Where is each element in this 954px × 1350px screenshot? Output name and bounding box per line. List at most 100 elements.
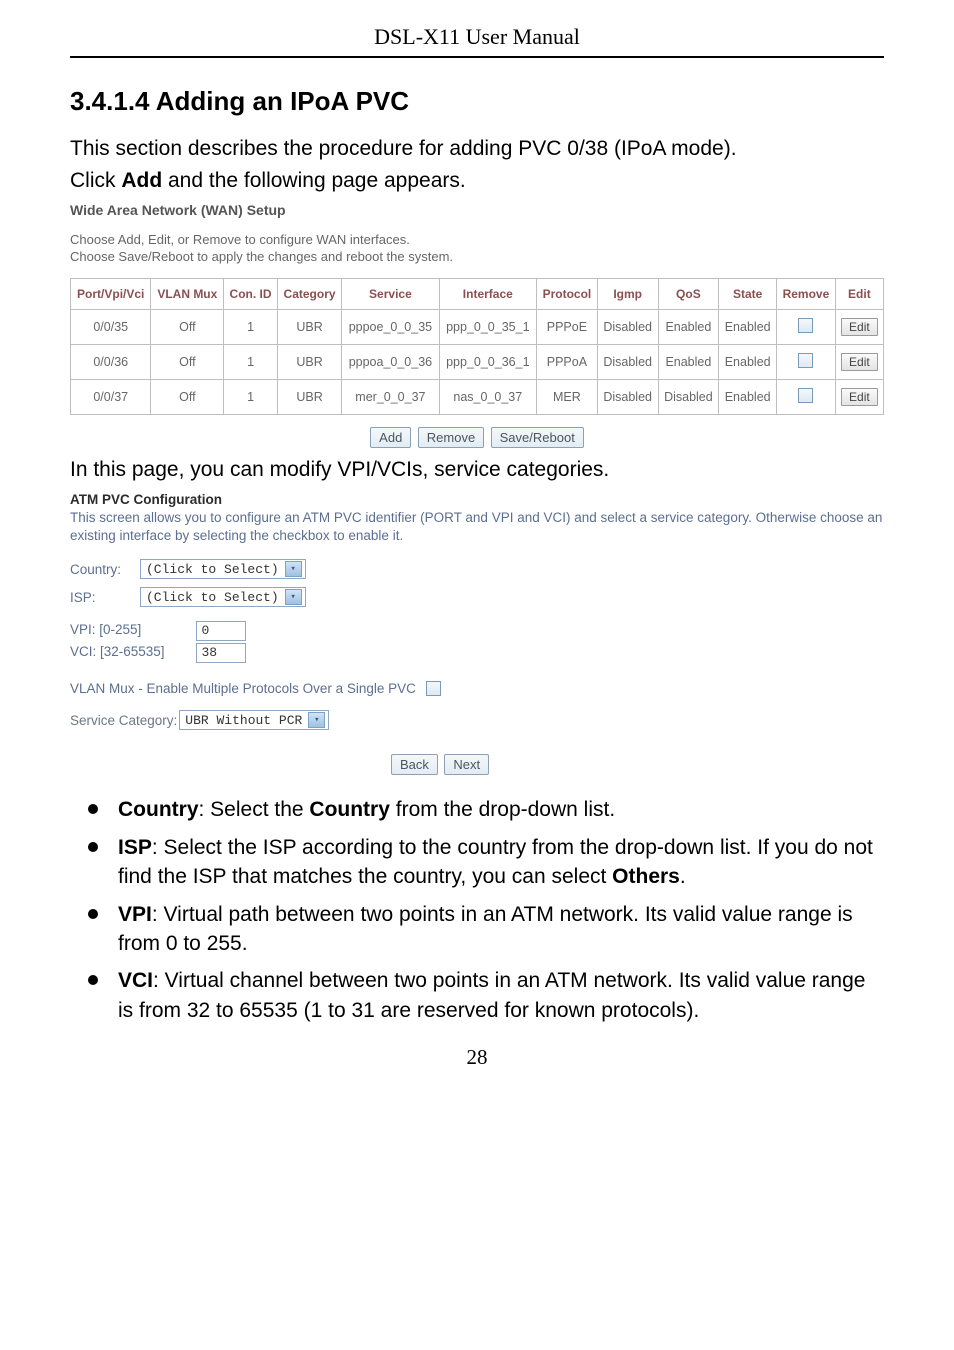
next-button[interactable]: Next <box>444 754 489 775</box>
remove-cell <box>777 379 836 414</box>
bullet-isp-b: ISP <box>118 836 152 859</box>
bullet-isp-b2: Others <box>612 865 680 888</box>
table-cell: Enabled <box>719 309 777 344</box>
vci-label: VCI: [32-65535] <box>70 644 188 659</box>
table-cell: UBR <box>277 309 341 344</box>
bullet-country-b2: Country <box>309 798 390 821</box>
table-cell: 1 <box>224 309 278 344</box>
vlan-mux-label: VLAN Mux - Enable Multiple Protocols Ove… <box>70 681 416 696</box>
th-con: Con. ID <box>224 278 278 309</box>
th-edit: Edit <box>835 278 883 309</box>
save-reboot-button[interactable]: Save/Reboot <box>491 427 584 448</box>
bullet-vpi-b: VPI <box>118 903 152 926</box>
table-cell: mer_0_0_37 <box>342 379 439 414</box>
running-head: DSL-X11 User Manual <box>70 0 884 58</box>
isp-value: (Click to Select) <box>146 590 279 605</box>
table-row: 0/0/37Off1UBRmer_0_0_37nas_0_0_37MERDisa… <box>71 379 884 414</box>
country-value: (Click to Select) <box>146 562 279 577</box>
table-cell: PPPoE <box>537 309 598 344</box>
table-cell: 1 <box>224 344 278 379</box>
table-cell: Off <box>151 344 224 379</box>
vlan-mux-checkbox[interactable] <box>426 681 441 696</box>
th-service: Service <box>342 278 439 309</box>
bullet-isp-t: : Select the ISP according to the countr… <box>118 836 873 888</box>
vci-input[interactable]: 38 <box>196 643 246 663</box>
bullet-vci: VCI: Virtual channel between two points … <box>82 966 884 1025</box>
table-row: 0/0/35Off1UBRpppoe_0_0_35ppp_0_0_35_1PPP… <box>71 309 884 344</box>
th-igmp: Igmp <box>597 278 658 309</box>
remove-checkbox[interactable] <box>798 353 813 368</box>
chevron-down-icon: ▾ <box>285 589 302 605</box>
intro2-bold: Add <box>121 169 162 192</box>
th-state: State <box>719 278 777 309</box>
edit-button[interactable]: Edit <box>841 318 878 336</box>
table-cell: ppp_0_0_35_1 <box>439 309 536 344</box>
vpi-input[interactable]: 0 <box>196 621 246 641</box>
atm-desc: This screen allows you to configure an A… <box>70 509 884 545</box>
vpi-label: VPI: [0-255] <box>70 622 188 637</box>
table-cell: ppp_0_0_36_1 <box>439 344 536 379</box>
table-cell: Disabled <box>597 309 658 344</box>
edit-button[interactable]: Edit <box>841 353 878 371</box>
bullet-list: Country: Select the Country from the dro… <box>82 795 884 1025</box>
table-cell: pppoe_0_0_35 <box>342 309 439 344</box>
country-label: Country: <box>70 562 140 577</box>
table-cell: Off <box>151 309 224 344</box>
edit-cell: Edit <box>835 309 883 344</box>
remove-checkbox[interactable] <box>798 388 813 403</box>
table-cell: PPPoA <box>537 344 598 379</box>
wan-table: Port/Vpi/Vci VLAN Mux Con. ID Category S… <box>70 278 884 415</box>
chevron-down-icon: ▾ <box>308 712 325 728</box>
country-select[interactable]: (Click to Select) ▾ <box>140 559 306 579</box>
bullet-country-t2: from the drop-down list. <box>390 798 615 821</box>
chevron-down-icon: ▾ <box>285 561 302 577</box>
edit-cell: Edit <box>835 344 883 379</box>
table-cell: Enabled <box>719 379 777 414</box>
th-remove: Remove <box>777 278 836 309</box>
isp-row: ISP: (Click to Select) ▾ <box>70 587 884 607</box>
table-cell: Disabled <box>597 379 658 414</box>
back-next-row: Back Next <box>390 754 884 775</box>
atm-config-block: ATM PVC Configuration This screen allows… <box>70 492 884 775</box>
bullet-isp: ISP: Select the ISP according to the cou… <box>82 833 884 892</box>
bullet-country: Country: Select the Country from the dro… <box>82 795 884 824</box>
th-vlan: VLAN Mux <box>151 278 224 309</box>
bullet-isp-t2: . <box>680 865 686 888</box>
atm-title: ATM PVC Configuration <box>70 492 884 507</box>
table-cell: nas_0_0_37 <box>439 379 536 414</box>
remove-checkbox[interactable] <box>798 318 813 333</box>
bullet-country-t: : Select the <box>199 798 310 821</box>
wan-setup-block: Wide Area Network (WAN) Setup Choose Add… <box>70 202 884 448</box>
th-port: Port/Vpi/Vci <box>71 278 151 309</box>
isp-select[interactable]: (Click to Select) ▾ <box>140 587 306 607</box>
wan-title: Wide Area Network (WAN) Setup <box>70 202 884 218</box>
bullet-country-b: Country <box>118 798 199 821</box>
bullet-vpi: VPI: Virtual path between two points in … <box>82 900 884 959</box>
table-cell: 0/0/36 <box>71 344 151 379</box>
table-cell: 0/0/37 <box>71 379 151 414</box>
table-cell: Disabled <box>597 344 658 379</box>
table-row: 0/0/36Off1UBRpppoa_0_0_36ppp_0_0_36_1PPP… <box>71 344 884 379</box>
table-cell: UBR <box>277 379 341 414</box>
wan-header-row: Port/Vpi/Vci VLAN Mux Con. ID Category S… <box>71 278 884 309</box>
add-button[interactable]: Add <box>370 427 411 448</box>
table-cell: pppoa_0_0_36 <box>342 344 439 379</box>
wan-sub-1: Choose Add, Edit, or Remove to configure… <box>70 232 884 247</box>
table-cell: MER <box>537 379 598 414</box>
remove-cell <box>777 344 836 379</box>
back-button[interactable]: Back <box>391 754 438 775</box>
wan-button-row: Add Remove Save/Reboot <box>70 427 884 448</box>
svc-label: Service Category: <box>70 713 177 728</box>
table-cell: Off <box>151 379 224 414</box>
table-cell: 1 <box>224 379 278 414</box>
service-category-select[interactable]: UBR Without PCR ▾ <box>179 710 329 730</box>
svc-value: UBR Without PCR <box>185 713 302 728</box>
intro2-pre: Click <box>70 169 121 192</box>
isp-label: ISP: <box>70 590 140 605</box>
vlan-mux-row: VLAN Mux - Enable Multiple Protocols Ove… <box>70 681 884 696</box>
section-heading: 3.4.1.4 Adding an IPoA PVC <box>70 86 884 117</box>
remove-button[interactable]: Remove <box>418 427 484 448</box>
table-cell: Disabled <box>658 379 719 414</box>
edit-button[interactable]: Edit <box>841 388 878 406</box>
intro-line-2: Click Add and the following page appears… <box>70 167 884 195</box>
